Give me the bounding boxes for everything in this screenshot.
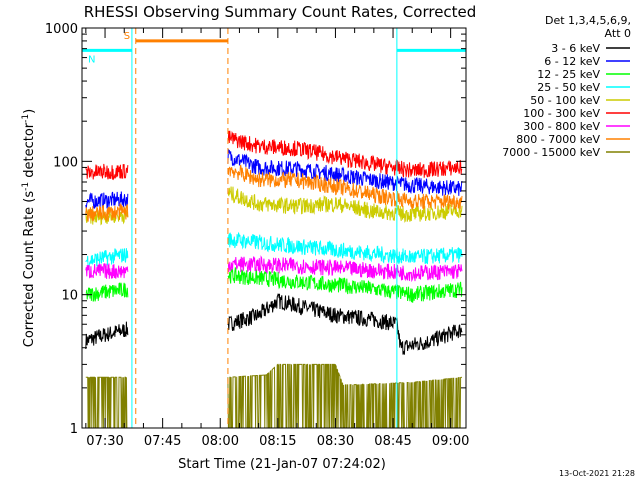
x-tick-label-2: 07:45 <box>144 434 181 449</box>
series-line-1-seg-2 <box>227 293 463 355</box>
x-tick-label-1: 07:30 <box>86 434 123 449</box>
x-axis-label: Start Time (21-Jan-07 07:24:02) <box>178 457 386 472</box>
y-tick-label-2: 10 <box>61 289 78 304</box>
series-line-3-seg-1 <box>85 282 129 302</box>
y-axis-label-part2: detector <box>22 122 37 182</box>
flag-label-2: N <box>88 54 95 65</box>
legend-label-3: 12 - 25 keV <box>537 68 600 81</box>
series-line-6-seg-2 <box>227 130 463 178</box>
series-line-4-seg-2 <box>227 231 463 265</box>
series-line-8-seg-1 <box>85 203 129 222</box>
legend-label-1: 3 - 6 keV <box>551 42 600 55</box>
x-tick-label-3: 08:00 <box>202 434 239 449</box>
x-tick-label-4: 08:15 <box>259 434 296 449</box>
y-tick-label-3: 100 <box>53 155 78 170</box>
legend-label-8: 800 - 7000 keV <box>516 133 600 146</box>
series-line-1-seg-1 <box>85 321 129 350</box>
legend-label-9: 7000 - 15000 keV <box>502 146 600 159</box>
x-tick-label-5: 08:30 <box>317 434 354 449</box>
legend-label-7: 300 - 800 keV <box>523 120 600 133</box>
y-axis-label-sup1: -1 <box>21 182 31 191</box>
legend-label-6: 100 - 300 keV <box>523 107 600 120</box>
series-line-5-seg-2 <box>227 186 463 223</box>
x-tick-label-6: 08:45 <box>374 434 411 449</box>
legend-label-5: 50 - 100 keV <box>530 94 600 107</box>
y-axis-label-sup2: -1 <box>21 114 31 123</box>
series-line-8-seg-2 <box>227 164 463 210</box>
x-tick-label-7: 09:00 <box>432 434 469 449</box>
y-tick-label-1: 1 <box>70 422 78 437</box>
legend-label-4: 25 - 50 keV <box>537 81 600 94</box>
y-tick-label-4: 1000 <box>45 22 78 37</box>
y-axis-label-part1: Corrected Count Rate (s <box>22 191 37 348</box>
series-line-7-seg-1 <box>85 263 129 279</box>
y-axis-label: Corrected Count Rate (s-1 detector-1) <box>21 109 37 347</box>
series-line-9-seg-1 <box>85 376 128 429</box>
series-line-2-seg-2 <box>227 149 463 196</box>
plot-area: S N 1 10 100 1000 07:30 07:45 08:00 08:15 08:30 08:… <box>45 22 469 449</box>
series-line-4-seg-1 <box>85 248 129 269</box>
series-line-9-seg-2 <box>227 363 463 429</box>
series-line-6-seg-1 <box>85 163 129 181</box>
chart-title: RHESSI Observing Summary Count Rates, Co… <box>84 3 477 21</box>
legend-header-line2: Att 0 <box>605 27 631 40</box>
series-line-2-seg-1 <box>85 191 129 209</box>
legend-label-2: 6 - 12 keV <box>544 55 600 68</box>
series-line-3-seg-2 <box>227 267 463 303</box>
legend-header-line1: Det 1,3,4,5,6,9, <box>545 14 631 27</box>
y-axis-label-part3: ) <box>22 109 37 114</box>
series-line-7-seg-2 <box>227 255 463 283</box>
footer-timestamp: 13-Oct-2021 21:28 <box>559 469 635 478</box>
flag-label-1: S <box>124 31 130 42</box>
plot-frame <box>81 27 467 429</box>
